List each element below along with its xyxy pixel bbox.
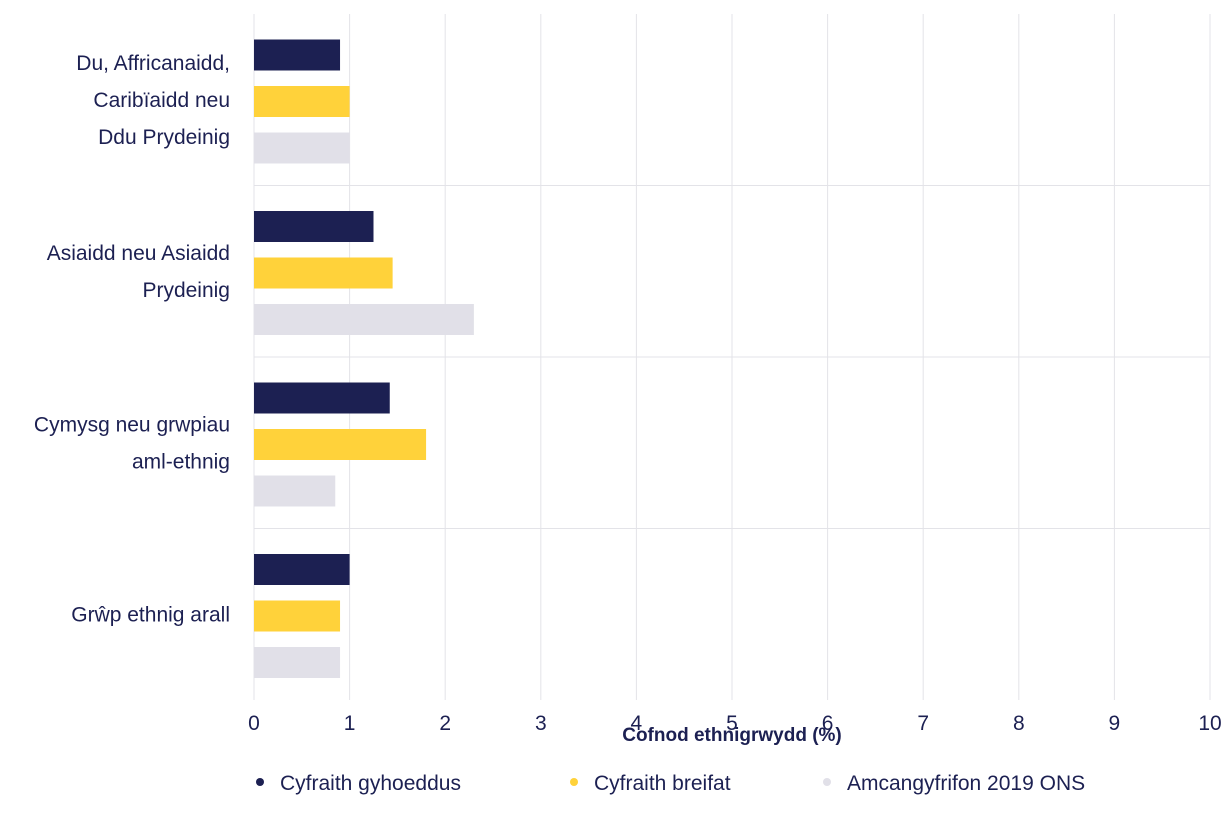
category-label-line: Grŵp ethnig arall (71, 603, 230, 626)
legend-label: Cyfraith gyhoeddus (280, 772, 461, 795)
x-tick-labels: 0 1 2 3 4 5 6 7 8 9 10 (248, 712, 1222, 735)
x-tick-label: 1 (344, 712, 356, 735)
x-tick-label: 2 (439, 712, 451, 735)
category-label: Du, Affricanaidd, Caribïaidd neu Ddu Pryde… (76, 52, 230, 149)
x-tick-label: 5 (726, 712, 738, 735)
bar (254, 257, 393, 289)
bar (254, 382, 390, 414)
category-label-line: Cymysg neu grwpiau (34, 413, 230, 436)
bar (254, 304, 474, 335)
x-tick-label: 6 (822, 712, 834, 735)
category-label-line: Prydeinig (142, 279, 230, 302)
legend: Cyfraith gyhoeddus Cyfraith breifat Amcang… (256, 772, 1085, 795)
category-label: Cymysg neu grwpiau aml-ethnig (34, 413, 230, 473)
category-label-line: Asiaidd neu Asiaidd (47, 242, 230, 265)
legend-marker (570, 778, 578, 786)
x-tick-label: 0 (248, 712, 260, 735)
legend-label: Amcangyfrifon 2019 ONS (847, 772, 1085, 795)
category-label-line: Du, Affricanaidd, (76, 52, 230, 75)
bar (254, 647, 341, 678)
bar (254, 600, 341, 632)
bars (254, 39, 474, 678)
x-tick-label: 8 (1013, 712, 1025, 735)
bar (254, 39, 341, 71)
category-label-line: Caribïaidd neu (93, 89, 230, 112)
legend-item: Cyfraith gyhoeddus (256, 772, 461, 795)
x-tick-label: 4 (631, 712, 643, 735)
x-tick-label: 9 (1109, 712, 1121, 735)
legend-label: Cyfraith breifat (594, 772, 731, 795)
x-tick-label: 3 (535, 712, 547, 735)
bar (254, 86, 350, 117)
category-labels: Du, Affricanaidd, Caribïaidd neu Ddu Pryde… (34, 52, 230, 627)
bar (254, 554, 350, 585)
grid (253, 14, 1211, 700)
category-label: Grŵp ethnig arall (71, 603, 230, 626)
bar (254, 429, 427, 460)
bar (254, 211, 374, 242)
x-tick-label: 7 (917, 712, 929, 735)
legend-item: Amcangyfrifon 2019 ONS (823, 772, 1085, 795)
bar (254, 475, 336, 507)
bar (254, 132, 350, 164)
legend-item: Cyfraith breifat (570, 772, 731, 795)
legend-marker (823, 778, 831, 786)
category-label: Asiaidd neu Asiaidd Prydeinig (47, 242, 230, 302)
legend-marker (256, 778, 264, 786)
x-axis-title: Cofnod ethnigrwydd (%) (622, 725, 842, 746)
category-label-line: Ddu Prydeinig (98, 126, 230, 149)
x-tick-label: 10 (1198, 712, 1221, 735)
category-label-line: aml-ethnig (132, 450, 230, 473)
